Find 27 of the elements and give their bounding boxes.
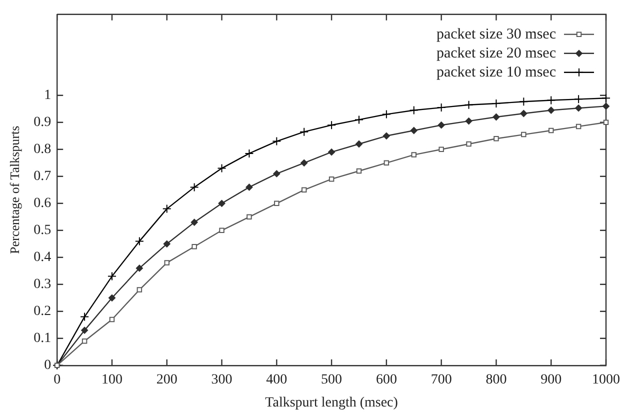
- legend-label: packet size 30 msec: [436, 26, 556, 42]
- y-tick-label: 0.7: [34, 169, 52, 184]
- x-tick-label: 200: [156, 372, 178, 388]
- y-axis-title: Percentage of Talkspurts: [7, 126, 22, 254]
- y-tick-label: 0.6: [34, 196, 52, 212]
- y-tick-label: 0.3: [34, 277, 52, 292]
- x-axis-title: Talkspurt length (msec): [265, 395, 398, 410]
- y-tick-label: 0.8: [34, 142, 52, 158]
- y-tick-label: 0.5: [34, 223, 52, 238]
- x-tick-label: 0: [54, 372, 61, 388]
- legend-label: packet size 10 msec: [436, 64, 556, 80]
- y-tick-label: 0.4: [34, 250, 52, 266]
- x-tick-label: 1000: [592, 372, 620, 388]
- x-tick-label: 300: [211, 372, 232, 388]
- y-tick-label: 0.2: [34, 304, 52, 320]
- y-tick-label: 1: [44, 88, 52, 104]
- x-tick-label: 600: [376, 372, 397, 388]
- legend-label: packet size 20 msec: [436, 45, 556, 62]
- x-tick-label: 500: [321, 372, 342, 388]
- y-tick-label: 0: [44, 358, 52, 374]
- x-tick-label: 100: [101, 372, 122, 388]
- y-tick-label: 0.9: [34, 115, 52, 130]
- x-tick-label: 800: [486, 372, 507, 388]
- x-tick-label: 400: [266, 372, 288, 388]
- x-tick-label: 700: [430, 372, 452, 388]
- y-tick-label: 0.1: [34, 331, 52, 346]
- x-tick-label: 900: [540, 372, 562, 388]
